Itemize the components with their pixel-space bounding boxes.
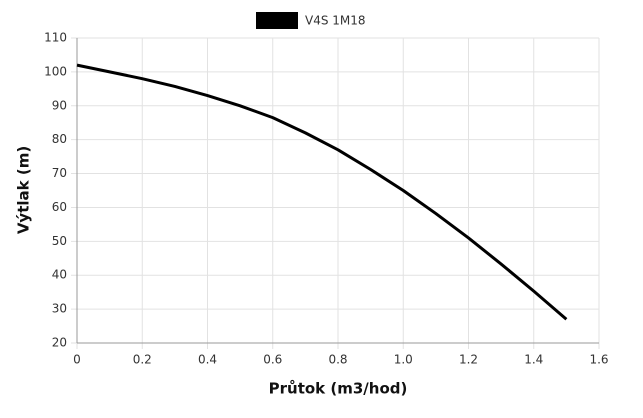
y-tick-label: 90 [52, 98, 67, 112]
x-tick-label: 1.6 [589, 353, 608, 367]
y-tick-label: 40 [52, 268, 67, 282]
x-tick-label: 0.2 [133, 353, 152, 367]
y-tick-label: 50 [52, 234, 67, 248]
y-tick-label: 100 [44, 64, 67, 78]
legend-label: V4S 1M18 [305, 14, 366, 28]
line [76, 63, 568, 321]
y-tick-label: 70 [52, 166, 67, 180]
y-tick-label: 20 [52, 336, 67, 350]
x-tick-label: 0.4 [198, 353, 217, 367]
x-tick-label: 1.4 [524, 353, 543, 367]
x-tick-label: 0.6 [263, 353, 282, 367]
x-tick-label: 0.8 [328, 353, 347, 367]
y-tick-label: 30 [52, 302, 67, 316]
y-tick-label: 110 [44, 31, 67, 45]
y-tick-label: 80 [52, 132, 67, 146]
legend-swatch [256, 12, 298, 29]
y-axis-title: Výtlak (m) [15, 146, 33, 234]
x-tick-label: 0 [73, 353, 81, 367]
x-axis-title: Průtok (m3/hod) [269, 380, 408, 398]
x-tick-label: 1.0 [394, 353, 413, 367]
x-tick-label: 1.2 [459, 353, 478, 367]
y-tick-label: 60 [52, 200, 67, 214]
